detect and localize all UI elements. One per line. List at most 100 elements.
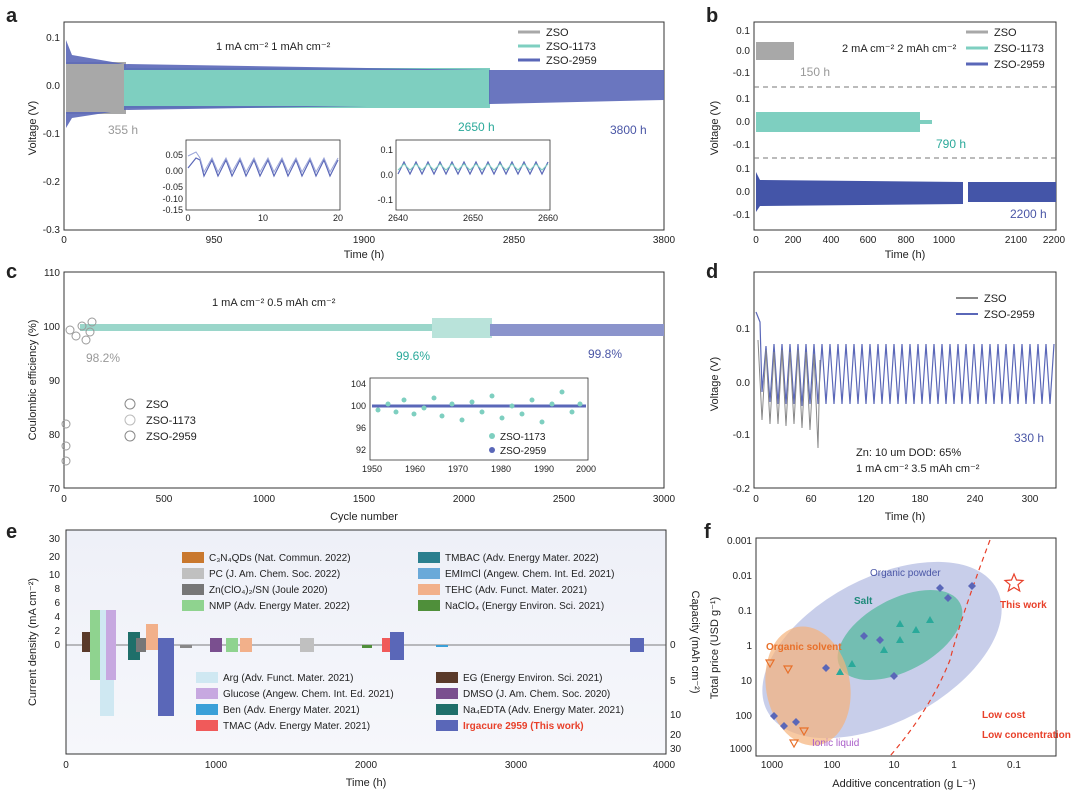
e-ytick: 30	[49, 534, 61, 545]
bar-glucose	[106, 610, 116, 680]
inset-ytick: 104	[351, 379, 366, 389]
inset-ytick: 96	[356, 423, 366, 433]
legend-swatch	[196, 672, 218, 683]
zso2959-ce-band	[490, 324, 664, 336]
b-ytick: 0.1	[736, 94, 750, 105]
e-legend-2: TMBAC (Adv. Energy Mater. 2022) EMImCl (…	[418, 552, 615, 612]
f-ytick: 10	[741, 676, 753, 687]
c-legend: ZSO ZSO-1173 ZSO-2959	[124, 398, 197, 443]
b-xtick: 800	[898, 235, 915, 246]
bar-pc	[300, 638, 314, 652]
bar-znclo4	[136, 638, 146, 652]
b-ann-2959: 2200 h	[1010, 207, 1047, 221]
zso2959-trace-b	[756, 172, 963, 212]
b-xticks: 0 200 400 600 800 1000 2100 2200	[753, 235, 1065, 246]
b-ytick: 0.1	[736, 26, 750, 37]
legend-swatch	[196, 720, 218, 731]
legend-label: ZSO-2959	[984, 309, 1035, 321]
inset-ytick: 0.00	[165, 166, 183, 176]
a-ylabel: Voltage (V)	[27, 101, 39, 155]
panel-c-label: c	[6, 261, 17, 283]
e-ytick: 6	[54, 598, 60, 609]
f-organic-solvent: Organic solvent	[766, 642, 842, 653]
e-ytick-right: 20	[670, 730, 682, 741]
b-ytick: 0.0	[736, 46, 750, 57]
bar-naclo4	[362, 645, 372, 648]
legend-label: Na₄EDTA (Adv. Energy Mater. 2021)	[463, 705, 624, 716]
bar-znclo4-sn	[180, 645, 192, 648]
f-xticks: 1000 100 10 1 0.1	[761, 760, 1022, 771]
e-ytick: 4	[54, 612, 60, 623]
panel-a-label: a	[6, 5, 18, 27]
f-salt: Salt	[854, 596, 873, 607]
f-ytick: 0.1	[738, 606, 752, 617]
zso-ce-points	[61, 317, 97, 466]
b-ytick: -0.1	[733, 140, 751, 151]
panel-e-label: e	[6, 521, 17, 543]
b-ylabel: Voltage (V)	[709, 101, 721, 155]
legend-swatch	[436, 688, 458, 699]
f-low-cost: Low cost	[982, 710, 1026, 721]
legend-label: ZSO	[146, 399, 169, 411]
legend-label: NMP (Adv. Energy Mater. 2022)	[209, 601, 350, 612]
panel-a-xticks: 0 950 1900 2850 3800	[61, 235, 675, 246]
inset-ytick: 0.05	[165, 150, 183, 160]
e-bars	[82, 610, 644, 716]
legend-label: ZSO	[546, 27, 569, 39]
legend-swatch	[182, 552, 204, 563]
e-xtick: 4000	[653, 760, 676, 771]
legend-label: DMSO (J. Am. Chem. Soc. 2020)	[463, 689, 610, 700]
inset-xtick: 1950	[362, 464, 382, 474]
legend-label: ZSO-2959	[994, 59, 1045, 71]
c-xtick: 1000	[253, 494, 276, 505]
legend-label: Ben (Adv. Energy Mater. 2021)	[223, 705, 360, 716]
f-organic-powder: Organic powder	[870, 568, 941, 579]
bar-tehc-2	[240, 638, 252, 652]
legend-label: ZSO-1173	[546, 41, 596, 53]
legend-marker	[124, 414, 136, 426]
d-ytick: -0.2	[733, 484, 751, 495]
d-xtick: 0	[753, 494, 759, 505]
legend-label: C₃N₄QDs (Nat. Commun. 2022)	[209, 553, 351, 564]
b-xtick: 2200	[1043, 235, 1066, 246]
c-xtick: 2500	[553, 494, 576, 505]
inset-xtick: 0	[185, 213, 190, 223]
c-xtick: 500	[156, 494, 173, 505]
inset-xtick: 20	[333, 213, 343, 223]
f-ytick: 1000	[730, 744, 753, 755]
legend-label-this-work: Irgacure 2959 (This work)	[463, 721, 584, 732]
b-ytick: 0.0	[736, 117, 750, 128]
legend-label: PC (J. Am. Chem. Soc. 2022)	[209, 569, 340, 580]
zso2959-trace-d	[755, 311, 1055, 407]
zso-trace-b	[756, 42, 794, 60]
e-legend-3: Arg (Adv. Funct. Mater. 2021) Glucose (A…	[196, 672, 394, 732]
solvent-points	[764, 659, 810, 749]
e-xtick: 1000	[205, 760, 228, 771]
f-ytick: 100	[735, 711, 752, 722]
a-xtick: 950	[206, 235, 223, 246]
f-xtick: 10	[888, 760, 900, 771]
legend-label: ZSO	[984, 293, 1007, 305]
legend-swatch	[182, 600, 204, 611]
c-ann-1173: 99.6%	[396, 349, 430, 363]
b-xlabel: Time (h)	[885, 249, 926, 261]
e-ytick: 8	[54, 584, 60, 595]
legend-label: ZSO-1173	[500, 432, 546, 443]
e-ytick: 0	[54, 640, 60, 651]
inset-ytick: -0.15	[162, 205, 183, 215]
c-inset: 104 100 96 92 1950 1960 1970 1980 1990 2…	[351, 377, 596, 474]
e-ytick-right: 10	[670, 710, 682, 721]
d-xtick: 180	[912, 494, 929, 505]
zso1173-trace-b-tail	[920, 120, 932, 124]
bar-tmac	[382, 638, 392, 652]
legend-marker	[124, 430, 136, 442]
inset-ytick: 0.1	[380, 145, 393, 155]
e-legend-4: EG (Energy Environ. Sci. 2021) DMSO (J. …	[436, 672, 624, 732]
legend-label: TEHC (Adv. Funct. Mater. 2021)	[445, 585, 587, 596]
c-ytick: 110	[44, 268, 60, 279]
a-inset-2: 0.1 0.0 -0.1 2640 2650 2660	[377, 139, 558, 223]
salt-points	[836, 616, 934, 675]
legend-swatch	[418, 600, 440, 611]
a-xtick: 3800	[653, 235, 676, 246]
